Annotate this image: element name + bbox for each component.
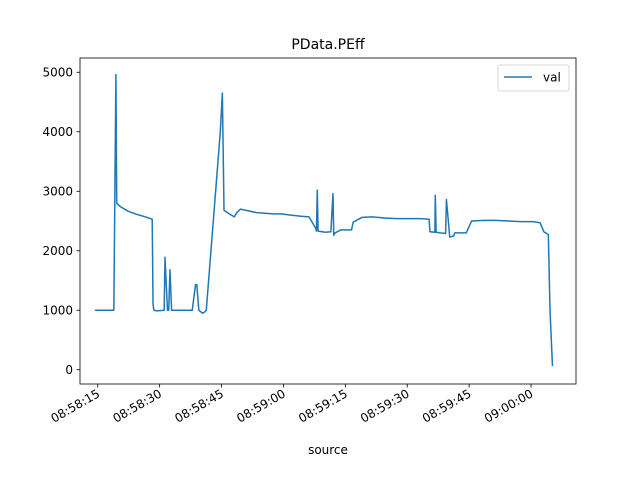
y-tick-label: 2000 (42, 244, 73, 258)
y-tick-label: 4000 (42, 125, 73, 139)
legend: val (497, 64, 570, 92)
legend-label: val (543, 71, 561, 85)
x-axis-label: source (308, 443, 348, 457)
y-axis: 0 1000 2000 3000 4000 5000 (42, 66, 80, 377)
series-line-val (94, 73, 554, 367)
series-layer (94, 73, 554, 367)
y-tick-label: 3000 (42, 185, 73, 199)
plot-frame (79, 57, 577, 385)
chart-title: PData.PEff (291, 37, 365, 53)
y-tick-label: 1000 (42, 304, 73, 318)
y-tick-label: 5000 (42, 66, 73, 80)
legend-box (497, 64, 570, 92)
y-tick-label: 0 (65, 363, 73, 377)
